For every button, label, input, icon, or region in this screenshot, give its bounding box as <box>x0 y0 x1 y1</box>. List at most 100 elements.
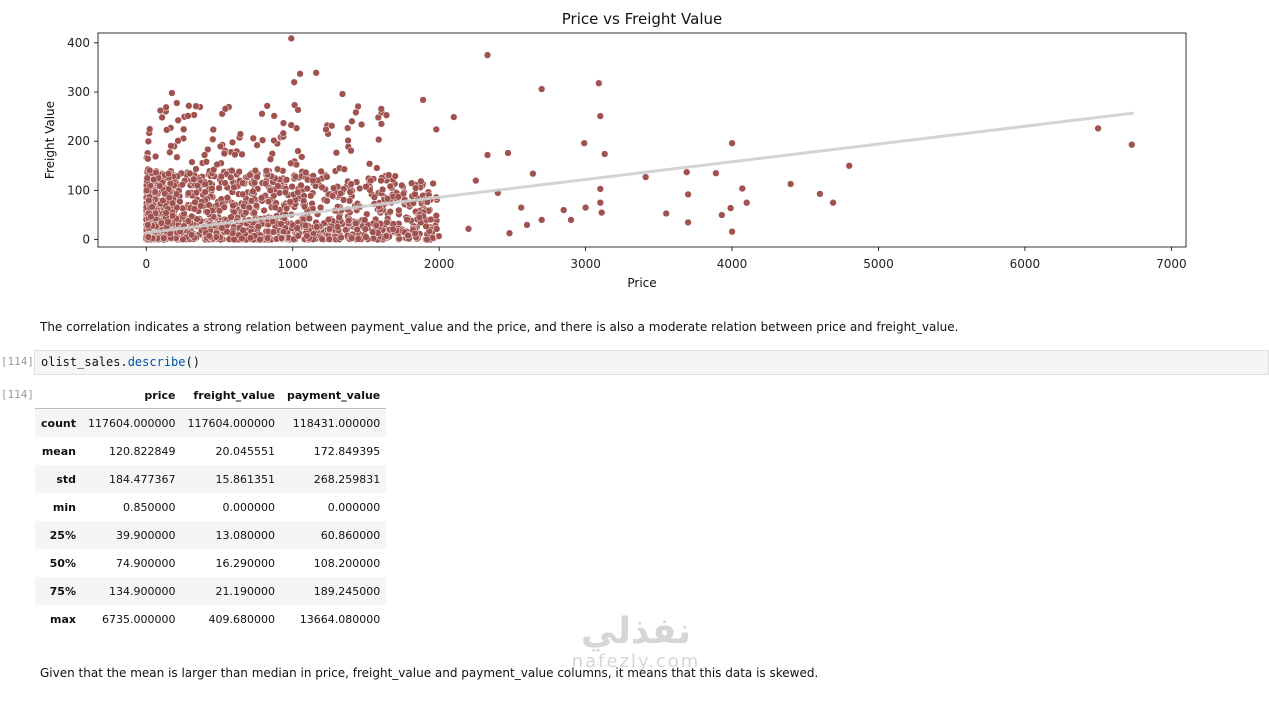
data-point <box>220 203 228 211</box>
data-point <box>277 234 286 242</box>
data-point <box>642 173 650 181</box>
data-point <box>377 120 386 128</box>
data-point <box>483 151 492 159</box>
data-point <box>403 215 411 224</box>
code-method: describe <box>127 355 186 369</box>
data-point <box>200 151 209 159</box>
data-point <box>567 216 575 224</box>
y-tick-label: 300 <box>67 85 90 99</box>
data-point <box>208 184 216 193</box>
data-point <box>145 196 153 205</box>
data-point <box>429 179 437 188</box>
data-point <box>352 108 360 117</box>
data-point <box>377 105 385 113</box>
row-label: mean <box>41 444 76 458</box>
data-point <box>168 89 176 97</box>
data-point <box>252 201 261 210</box>
data-point <box>287 34 295 43</box>
data-point <box>270 112 278 120</box>
data-point <box>151 188 159 196</box>
data-point <box>190 205 198 213</box>
data-point <box>382 111 391 119</box>
data-point <box>282 204 291 213</box>
data-point <box>337 233 345 242</box>
table-cell: 0.850000 <box>122 500 176 514</box>
data-point <box>192 102 200 110</box>
data-point <box>228 138 237 147</box>
data-point <box>197 202 205 210</box>
code-suffix: () <box>185 355 200 369</box>
table-row: std 184.477367 15.861351 268.259831 <box>35 465 387 493</box>
data-point <box>411 190 419 198</box>
markdown-skew-text: Given that the mean is larger than media… <box>40 666 819 680</box>
data-point <box>718 211 726 219</box>
data-point <box>210 166 218 174</box>
data-point <box>179 235 187 244</box>
data-point <box>294 147 302 155</box>
table-cell: 15.861351 <box>215 472 275 486</box>
table-cell: 0.000000 <box>222 500 275 514</box>
data-point <box>538 85 546 93</box>
data-point <box>361 216 369 224</box>
code-cell-input[interactable]: olist_sales.describe() <box>34 350 1269 375</box>
data-point <box>146 166 154 175</box>
data-point <box>328 122 336 130</box>
x-tick-label: 1000 <box>277 257 308 271</box>
data-point <box>375 135 383 144</box>
data-point <box>231 150 239 159</box>
data-point <box>168 212 177 220</box>
data-point <box>260 206 268 215</box>
table-index-header <box>35 382 82 409</box>
y-axis-label: Freight Value <box>43 101 57 179</box>
data-point <box>242 209 250 217</box>
data-point <box>601 150 609 158</box>
data-point <box>273 165 282 173</box>
data-point <box>144 233 153 241</box>
data-point <box>598 208 606 217</box>
data-point <box>221 105 230 113</box>
data-point <box>404 231 412 240</box>
table-cell: 108.200000 <box>313 556 381 570</box>
data-point <box>560 206 568 214</box>
data-point <box>220 149 228 158</box>
data-point <box>738 184 746 193</box>
data-point <box>205 232 213 240</box>
data-point <box>168 199 177 207</box>
data-point <box>217 172 225 181</box>
data-point <box>162 209 170 217</box>
table-cell: 6735.000000 <box>102 612 176 626</box>
table-cell: 20.045551 <box>215 444 275 458</box>
data-point <box>213 160 221 169</box>
data-point <box>357 120 366 129</box>
data-point <box>184 112 192 120</box>
data-point <box>726 204 735 212</box>
data-point <box>204 145 212 154</box>
data-point <box>230 183 238 191</box>
data-point <box>218 224 226 232</box>
data-point <box>143 186 151 195</box>
data-point <box>328 192 337 200</box>
data-point <box>202 158 210 166</box>
scatter-chart: 0 1000 2000 3000 4000 5000 6000 7000 0 100 200 300 4… <box>0 0 1269 300</box>
data-point <box>317 167 325 176</box>
data-point <box>294 188 302 196</box>
data-point <box>192 189 201 197</box>
markdown-correlation-text: The correlation indicates a strong relat… <box>40 320 959 334</box>
data-point <box>389 225 397 233</box>
data-point <box>262 167 270 175</box>
data-point <box>330 184 338 192</box>
data-point <box>290 78 298 86</box>
x-axis-label: Price <box>627 276 656 290</box>
data-point <box>580 139 588 147</box>
data-point <box>325 235 333 243</box>
table-cell: 189.245000 <box>313 584 381 598</box>
data-point <box>263 234 272 242</box>
data-point <box>229 201 237 210</box>
table-cell: 120.822849 <box>109 444 176 458</box>
data-point <box>193 215 201 223</box>
data-point <box>361 225 369 233</box>
x-tick-label: 0 <box>143 257 151 271</box>
y-tick-label: 100 <box>67 183 90 197</box>
data-point <box>150 175 158 184</box>
data-point <box>1128 141 1136 149</box>
